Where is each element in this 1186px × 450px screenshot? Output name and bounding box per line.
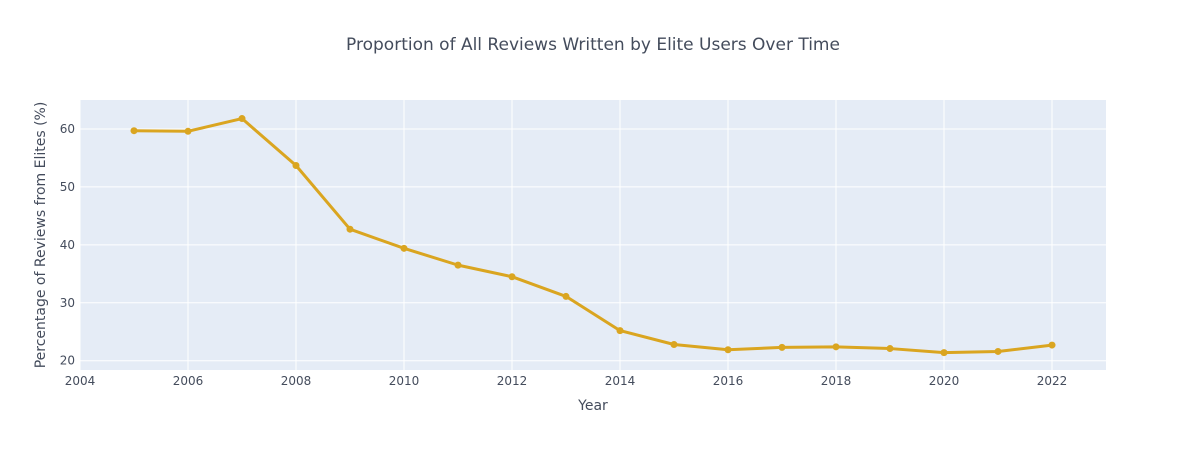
x-tick-label: 2008 xyxy=(281,374,312,388)
x-tick-label: 2020 xyxy=(929,374,960,388)
y-tick-label: 50 xyxy=(60,180,75,194)
x-tick-label: 2018 xyxy=(821,374,852,388)
y-tick-label: 40 xyxy=(60,238,75,252)
x-tick-label: 2012 xyxy=(497,374,528,388)
data-point[interactable] xyxy=(1048,341,1056,349)
series-line xyxy=(132,117,1054,355)
data-point[interactable] xyxy=(886,345,894,353)
data-point[interactable] xyxy=(724,346,732,354)
data-point[interactable] xyxy=(454,261,462,269)
data-point[interactable] xyxy=(562,292,570,300)
y-tick-label: 20 xyxy=(60,354,75,368)
data-point[interactable] xyxy=(778,343,786,351)
data-point[interactable] xyxy=(130,127,138,135)
data-point[interactable] xyxy=(238,115,246,123)
y-axis-label: Percentage of Reviews from Elites (%) xyxy=(33,102,49,369)
y-tick-label: 60 xyxy=(60,122,75,136)
y-tick-label: 30 xyxy=(60,296,75,310)
x-tick-label: 2022 xyxy=(1037,374,1068,388)
data-point[interactable] xyxy=(346,225,354,233)
x-tick-label: 2014 xyxy=(605,374,636,388)
x-tick-labels: 2004 2006 2008 2010 2012 2014 2016 2018 2020 2022 xyxy=(65,374,1068,388)
y-gridlines xyxy=(80,128,1106,362)
data-point[interactable] xyxy=(994,347,1002,355)
data-point[interactable] xyxy=(292,161,300,169)
x-tick-label: 2016 xyxy=(713,374,744,388)
data-point[interactable] xyxy=(616,327,624,335)
chart-title: Proportion of All Reviews Written by Eli… xyxy=(346,35,840,55)
series-layer xyxy=(130,115,1056,357)
x-axis-label: Year xyxy=(577,398,608,414)
x-tick-label: 2006 xyxy=(173,374,204,388)
x-tick-label: 2004 xyxy=(65,374,96,388)
data-point[interactable] xyxy=(940,349,948,357)
data-point[interactable] xyxy=(670,341,678,349)
y-tick-labels: 20 30 40 50 60 xyxy=(60,122,75,368)
data-point[interactable] xyxy=(508,273,516,281)
data-point[interactable] xyxy=(832,343,840,351)
data-point[interactable] xyxy=(400,244,408,252)
data-point[interactable] xyxy=(184,127,192,135)
plot-background xyxy=(80,100,1106,370)
x-tick-label: 2010 xyxy=(389,374,420,388)
x-gridlines xyxy=(79,100,1053,370)
